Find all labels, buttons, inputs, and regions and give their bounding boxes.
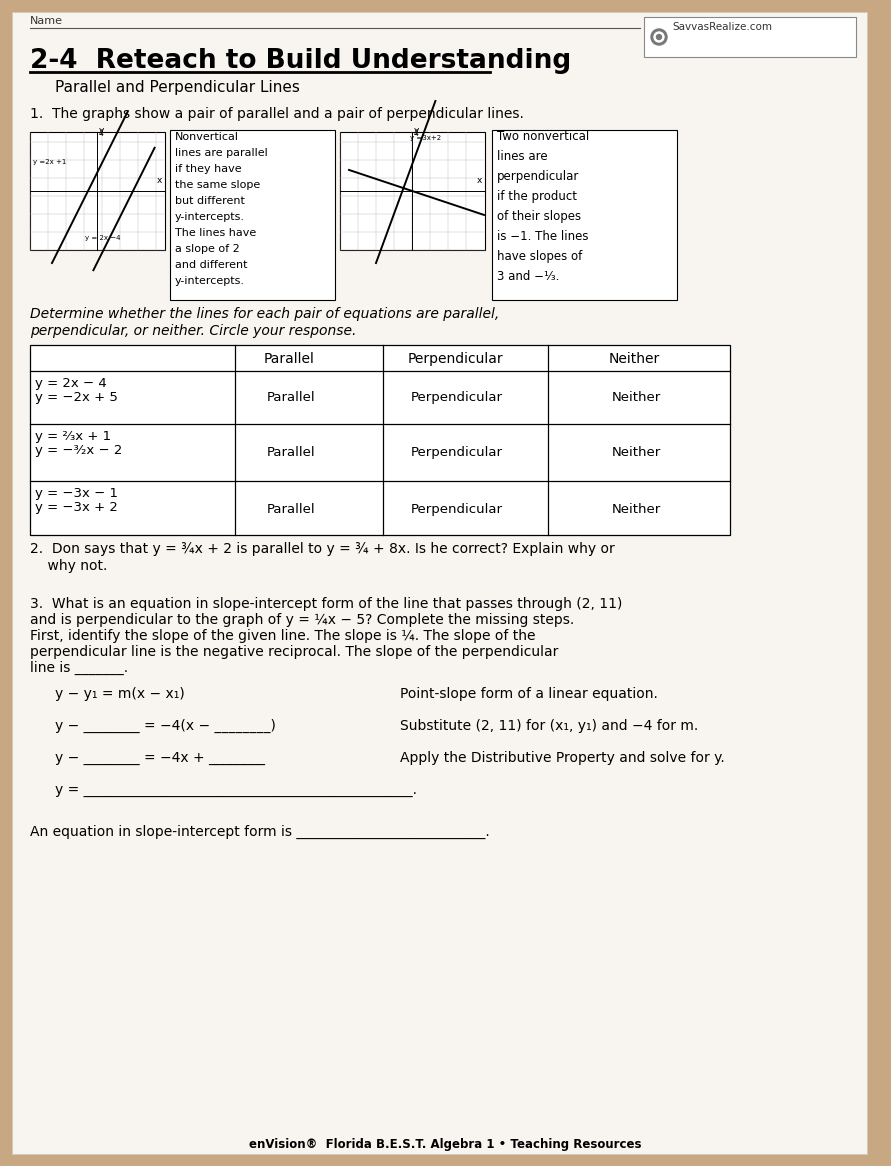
Text: enVision®  Florida B.E.S.T. Algebra 1 • Teaching Resources: enVision® Florida B.E.S.T. Algebra 1 • T… — [249, 1138, 642, 1151]
Text: y: y — [414, 126, 420, 135]
Text: Neither: Neither — [611, 503, 660, 517]
Text: Nonvertical: Nonvertical — [175, 132, 239, 142]
Text: y − ________ = −4(x − ________): y − ________ = −4(x − ________) — [55, 719, 276, 733]
Text: 3.  What is an equation in slope-intercept form of the line that passes through : 3. What is an equation in slope-intercep… — [30, 597, 623, 611]
Text: y: y — [99, 126, 104, 135]
Text: x: x — [477, 176, 482, 185]
Text: y = −³⁄₂x − 2: y = −³⁄₂x − 2 — [35, 444, 122, 457]
Circle shape — [657, 35, 661, 40]
Text: The lines have: The lines have — [175, 229, 257, 238]
Text: y-intercepts.: y-intercepts. — [175, 212, 245, 222]
Text: Neither: Neither — [609, 352, 659, 366]
Text: Perpendicular: Perpendicular — [411, 447, 503, 459]
Text: First, identify the slope of the given line. The slope is ¼. The slope of the: First, identify the slope of the given l… — [30, 628, 535, 642]
Circle shape — [654, 31, 664, 42]
Text: y = 2x − 4: y = 2x − 4 — [35, 377, 107, 389]
Text: if the product: if the product — [497, 190, 577, 203]
Circle shape — [651, 29, 667, 45]
FancyBboxPatch shape — [12, 12, 867, 1154]
Text: lines are parallel: lines are parallel — [175, 148, 268, 159]
Bar — [30, 345, 730, 535]
Text: perpendicular: perpendicular — [497, 170, 579, 183]
FancyBboxPatch shape — [644, 17, 856, 57]
Text: and different: and different — [175, 260, 248, 271]
Text: and is perpendicular to the graph of y = ¼x − 5? Complete the missing steps.: and is perpendicular to the graph of y =… — [30, 613, 575, 627]
Text: the same slope: the same slope — [175, 180, 260, 190]
Text: y = 2x −4: y = 2x −4 — [85, 236, 120, 241]
Text: 4: 4 — [414, 129, 419, 138]
Text: Determine whether the lines for each pair of equations are parallel,: Determine whether the lines for each pai… — [30, 307, 499, 321]
Text: Parallel and Perpendicular Lines: Parallel and Perpendicular Lines — [55, 80, 300, 94]
Bar — [340, 132, 485, 250]
Text: y − ________ = −4x + ________: y − ________ = −4x + ________ — [55, 751, 265, 765]
Text: x: x — [157, 176, 162, 185]
Text: why not.: why not. — [30, 559, 108, 573]
Text: y = ²⁄₃x + 1: y = ²⁄₃x + 1 — [35, 430, 111, 443]
Text: perpendicular, or neither. Circle your response.: perpendicular, or neither. Circle your r… — [30, 324, 356, 338]
Text: An equation in slope-intercept form is ___________________________.: An equation in slope-intercept form is _… — [30, 826, 490, 840]
Text: Perpendicular: Perpendicular — [411, 391, 503, 403]
Text: y =3x+2: y =3x+2 — [410, 135, 441, 141]
Text: SavvasRealize.com: SavvasRealize.com — [672, 22, 772, 31]
Text: Neither: Neither — [611, 391, 660, 403]
Text: line is _______.: line is _______. — [30, 661, 128, 675]
Text: Point-slope form of a linear equation.: Point-slope form of a linear equation. — [400, 687, 658, 701]
Text: Name: Name — [30, 16, 63, 26]
Text: y =2x +1: y =2x +1 — [33, 159, 66, 166]
Text: y = −3x − 1: y = −3x − 1 — [35, 487, 118, 500]
Text: if they have: if they have — [175, 164, 241, 174]
Text: y = _______________________________________________.: y = ____________________________________… — [55, 784, 417, 798]
Text: y = −3x + 2: y = −3x + 2 — [35, 501, 118, 514]
Text: y = −2x + 5: y = −2x + 5 — [35, 391, 118, 403]
Text: a slope of 2: a slope of 2 — [175, 244, 240, 254]
Text: of their slopes: of their slopes — [497, 210, 581, 223]
Text: Parallel: Parallel — [266, 447, 315, 459]
Text: Parallel: Parallel — [264, 352, 315, 366]
Text: 1.  The graphs show a pair of parallel and a pair of perpendicular lines.: 1. The graphs show a pair of parallel an… — [30, 107, 524, 121]
Text: perpendicular line is the negative reciprocal. The slope of the perpendicular: perpendicular line is the negative recip… — [30, 645, 559, 659]
Bar — [30, 132, 165, 250]
Text: is −1. The lines: is −1. The lines — [497, 230, 588, 243]
Text: Substitute (2, 11) for (x₁, y₁) and −4 for m.: Substitute (2, 11) for (x₁, y₁) and −4 f… — [400, 719, 699, 733]
Text: 3 and −¹⁄₃.: 3 and −¹⁄₃. — [497, 271, 560, 283]
Text: y − y₁ = m(x − x₁): y − y₁ = m(x − x₁) — [55, 687, 184, 701]
Text: 2.  Don says that y = ¾x + 2 is parallel to y = ¾ + 8x. Is he correct? Explain w: 2. Don says that y = ¾x + 2 is parallel … — [30, 542, 615, 556]
Text: but different: but different — [175, 196, 245, 206]
Text: Parallel: Parallel — [266, 503, 315, 517]
Text: Two nonvertical: Two nonvertical — [497, 129, 589, 143]
Text: 2-4  Reteach to Build Understanding: 2-4 Reteach to Build Understanding — [30, 48, 571, 73]
Text: lines are: lines are — [497, 150, 548, 163]
Text: have slopes of: have slopes of — [497, 250, 582, 264]
Text: y-intercepts.: y-intercepts. — [175, 276, 245, 286]
Text: 4: 4 — [99, 129, 104, 138]
Text: Perpendicular: Perpendicular — [411, 503, 503, 517]
Text: Parallel: Parallel — [266, 391, 315, 403]
Bar — [170, 129, 335, 300]
Text: Apply the Distributive Property and solve for y.: Apply the Distributive Property and solv… — [400, 751, 724, 765]
Text: Neither: Neither — [611, 447, 660, 459]
Text: Perpendicular: Perpendicular — [407, 352, 503, 366]
Bar — [492, 129, 677, 300]
